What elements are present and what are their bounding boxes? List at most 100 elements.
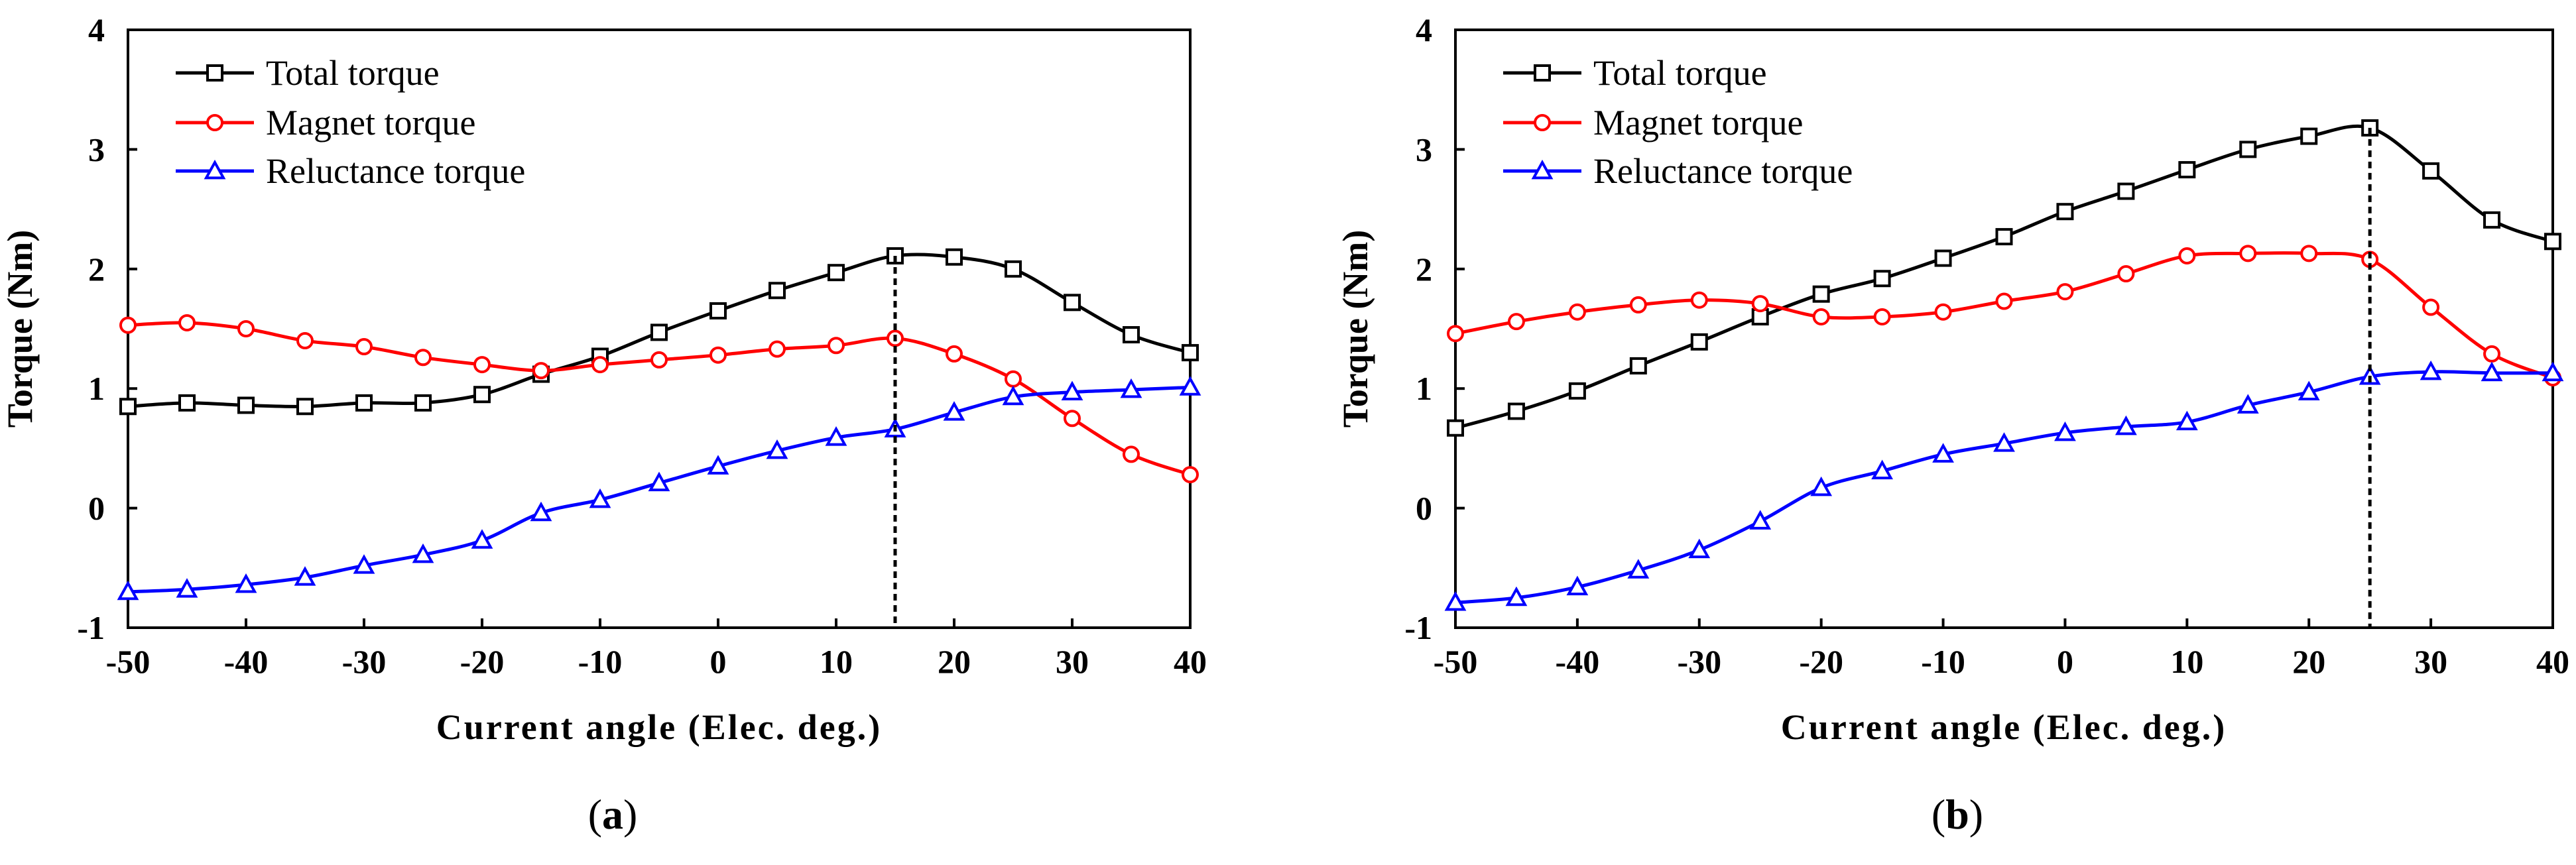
triangle-marker: [589, 488, 611, 508]
square-marker: [1447, 419, 1464, 437]
square-marker: [296, 398, 314, 416]
x-tick-label: 20: [2292, 643, 2325, 680]
circle-marker: [1123, 445, 1140, 463]
triangle-marker: [707, 455, 729, 475]
triangle-marker: [294, 566, 316, 586]
panel-label: (a): [588, 791, 638, 838]
triangle-marker: [1002, 385, 1024, 406]
triangle-marker: [412, 543, 434, 563]
square-marker: [709, 302, 727, 319]
square-marker: [2422, 162, 2440, 180]
x-tick-label: 10: [2170, 643, 2203, 680]
circle-marker: [1873, 308, 1891, 325]
circle-marker: [1812, 308, 1830, 325]
panel-label-letter: a: [602, 791, 623, 838]
square-marker: [1507, 402, 1525, 420]
triangle-marker: [1120, 378, 1142, 398]
triangle-marker: [2481, 361, 2503, 382]
legend-item: Magnet torque: [176, 103, 475, 143]
circle-marker: [1447, 325, 1464, 343]
square-marker: [206, 64, 223, 82]
circle-marker: [2056, 283, 2074, 301]
x-tick-label: 40: [1174, 643, 1207, 680]
square-marker: [1690, 333, 1708, 351]
circle-marker: [650, 351, 668, 369]
triangle-marker: [1810, 476, 1833, 496]
panel-label-open: (: [1932, 791, 1945, 838]
circle-marker: [1005, 370, 1022, 388]
x-tick-label: -30: [342, 643, 387, 680]
y-tick-label: 3: [88, 131, 105, 168]
triangle-marker: [648, 471, 670, 492]
legend-label: Reluctance torque: [266, 151, 525, 191]
triangle-marker: [1531, 159, 1554, 180]
legend: Total torque Magnet torque Reluctance torq…: [1503, 53, 1853, 191]
x-tick-label: -20: [1799, 643, 1843, 680]
triangle-marker: [1932, 443, 1954, 463]
x-tick-label: -20: [460, 643, 505, 680]
circle-marker: [1995, 292, 2013, 310]
triangle-marker: [530, 501, 552, 522]
y-tick-label: 4: [88, 11, 105, 48]
circle-marker: [473, 356, 491, 374]
circle-marker: [1934, 303, 1952, 321]
series-line: [1455, 251, 2553, 380]
x-axis-title: Current angle (Elec. deg.): [1781, 707, 2227, 747]
triangle-marker: [1688, 538, 1711, 559]
legend-label: Magnet torque: [1593, 103, 1803, 143]
triangle-marker: [235, 573, 257, 593]
panel-label-close: ): [1969, 791, 1983, 838]
panel-label-open: (: [588, 791, 602, 838]
square-marker: [2056, 203, 2074, 221]
legend-label: Magnet torque: [266, 103, 475, 143]
circle-marker: [206, 114, 223, 131]
series-line: [1455, 370, 2553, 605]
x-tick-label: 20: [938, 643, 971, 680]
y-tick-label: 2: [88, 251, 105, 288]
x-tick-label: -40: [224, 643, 269, 680]
triangle-marker: [471, 529, 493, 549]
x-tick-label: 0: [710, 643, 727, 680]
circle-marker: [1064, 410, 1081, 428]
y-tick-label: 0: [88, 490, 105, 527]
series-magnet-torque: [1447, 245, 2561, 386]
y-axis-title: Torque (Nm): [1335, 230, 1375, 428]
triangle-marker: [2298, 380, 2320, 401]
series-total-torque: [1447, 119, 2561, 437]
square-marker: [2544, 233, 2561, 251]
panel-label-letter: b: [1945, 791, 1969, 838]
triangle-marker: [2176, 410, 2198, 431]
square-marker: [1995, 228, 2013, 246]
square-marker: [1064, 294, 1081, 312]
series-magnet-torque: [119, 314, 1199, 484]
square-marker: [1182, 344, 1199, 362]
series-line: [127, 321, 1191, 477]
y-tick-label: 2: [1416, 251, 1432, 288]
circle-marker: [2239, 245, 2257, 262]
circle-marker: [828, 337, 845, 355]
circle-marker: [2300, 245, 2318, 262]
circle-marker: [1534, 114, 1551, 131]
circle-marker: [768, 340, 786, 358]
square-marker: [828, 264, 845, 282]
square-marker: [1123, 326, 1140, 344]
x-tick-label: -40: [1556, 643, 1600, 680]
triangle-marker: [825, 426, 847, 446]
legend-label: Reluctance torque: [1593, 151, 1853, 191]
x-tick-label: 40: [2536, 643, 2569, 680]
series-total-torque: [119, 247, 1199, 416]
circle-marker: [1568, 303, 1586, 321]
circle-marker: [1751, 295, 1769, 313]
triangle-marker: [1566, 575, 1589, 596]
circle-marker: [414, 349, 432, 367]
square-marker: [1568, 382, 1586, 400]
legend-item: Reluctance torque: [176, 151, 525, 191]
circle-marker: [946, 345, 963, 363]
y-tick-label: 0: [1416, 490, 1432, 527]
series-reluctance-torque: [117, 376, 1201, 601]
triangle-marker: [1627, 559, 1650, 579]
circle-marker: [178, 314, 196, 331]
triangle-marker: [2420, 360, 2442, 380]
